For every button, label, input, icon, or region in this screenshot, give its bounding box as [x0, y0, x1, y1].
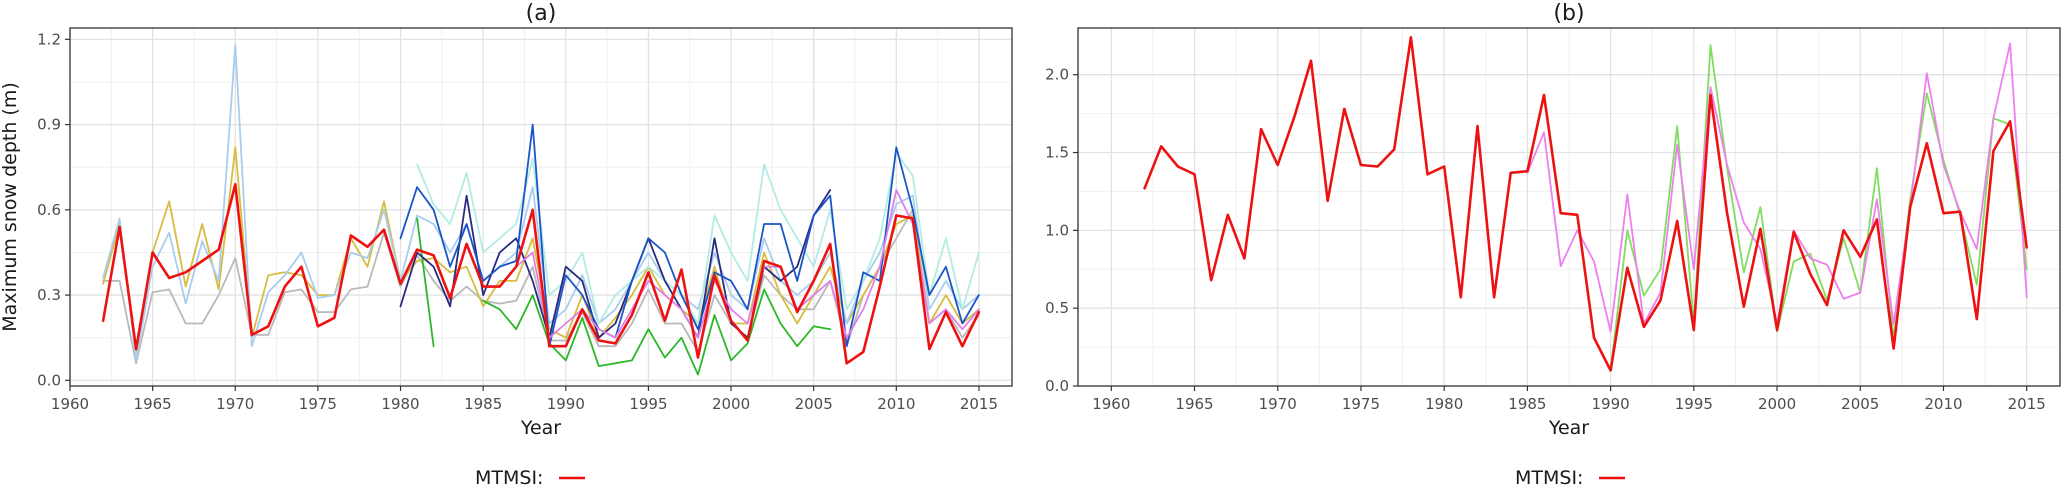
x-tick-label: 1960	[51, 395, 89, 413]
y-tick-label: 2.0	[1045, 66, 1069, 84]
panel-title: (a)	[526, 1, 557, 26]
legend: MTMSI:	[1515, 467, 1625, 489]
chart-panel-b: 1960 1965 1970 1975 1980 1985 1990 1995 2000 2005…	[1045, 1, 2061, 489]
series-line-5	[416, 217, 832, 376]
x-tick-label: 2005	[1841, 395, 1879, 413]
y-tick-label: 0.9	[37, 116, 61, 134]
x-tick-label: 2010	[877, 395, 915, 413]
x-tick-label: 1975	[299, 395, 337, 413]
x-tick-label: 2015	[2008, 395, 2046, 413]
series-line-3	[1143, 36, 2028, 372]
legend: MTMSI:	[475, 467, 585, 489]
panel-title: (b)	[1553, 1, 1584, 26]
x-tick-label: 1970	[216, 395, 254, 413]
legend-label: MTMSI:	[475, 467, 543, 489]
y-tick-label: 0.3	[37, 286, 61, 304]
series-line-3	[102, 44, 980, 362]
x-tick-label: 1985	[464, 395, 502, 413]
x-tick-label: 2010	[1924, 395, 1962, 413]
y-tick-label: 0.0	[37, 371, 61, 389]
x-axis-label: Year	[520, 417, 561, 439]
x-axis-label: Year	[1548, 417, 1589, 439]
x-tick-label: 1995	[1675, 395, 1713, 413]
series-line-6	[399, 189, 832, 339]
chart-panel-a: 1960 1965 1970 1975 1980 1985 1990 1995 2000 2005…	[0, 1, 1013, 489]
y-tick-label: 1.0	[1045, 221, 1069, 239]
legend-label: MTMSI:	[1515, 467, 1583, 489]
x-tick-label: 1980	[1425, 395, 1463, 413]
x-tick-label: 1980	[381, 395, 419, 413]
y-tick-label: 1.2	[37, 30, 61, 48]
series-line-8	[498, 189, 980, 339]
y-tick-label: 0.6	[37, 201, 61, 219]
series-line-4	[416, 152, 980, 325]
y-tick-label: 1.5	[1045, 144, 1069, 162]
x-tick-label: 1990	[1592, 395, 1630, 413]
x-tick-label: 1970	[1259, 395, 1297, 413]
series-line-9	[101, 183, 981, 365]
x-tick-label: 1990	[547, 395, 585, 413]
x-tick-label: 2000	[712, 395, 750, 413]
x-tick-label: 2000	[1758, 395, 1796, 413]
x-tick-label: 1960	[1092, 395, 1130, 413]
panel-border	[1077, 27, 2061, 387]
x-tick-label: 1995	[629, 395, 667, 413]
x-tick-label: 1965	[1175, 395, 1213, 413]
x-tick-label: 2015	[960, 395, 998, 413]
y-axis-label: Maximum snow depth (m)	[0, 82, 21, 331]
panel-border	[69, 27, 1013, 387]
y-tick-label: 0.0	[1045, 377, 1069, 395]
x-tick-label: 1965	[134, 395, 172, 413]
x-tick-label: 1985	[1508, 395, 1546, 413]
y-tick-label: 0.5	[1045, 299, 1069, 317]
x-tick-label: 1975	[1342, 395, 1380, 413]
x-tick-label: 2005	[795, 395, 833, 413]
